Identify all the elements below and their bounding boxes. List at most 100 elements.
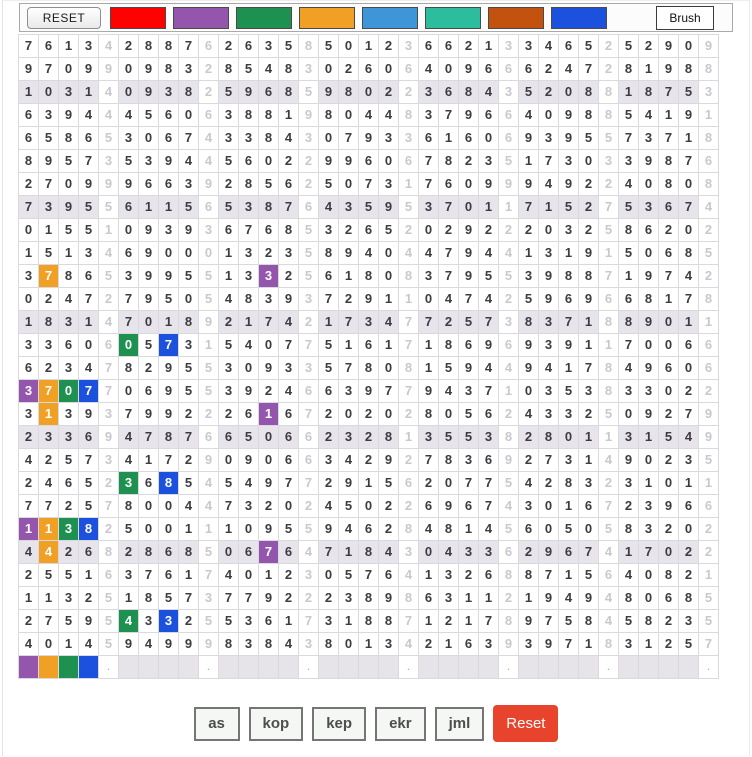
grid-cell[interactable]: 5 <box>178 264 199 288</box>
grid-cell[interactable]: 0 <box>238 517 259 541</box>
grid-cell[interactable]: 0 <box>538 218 559 242</box>
grid-cell[interactable]: 3 <box>418 80 439 104</box>
grid-cell[interactable]: 3 <box>558 218 579 242</box>
grid-cell[interactable]: 0 <box>518 379 539 403</box>
grid-cell[interactable]: 4 <box>558 586 579 610</box>
grid-cell[interactable]: 5 <box>498 471 519 495</box>
grid-cell[interactable]: 6 <box>258 218 279 242</box>
grid-cell[interactable]: 5 <box>218 609 239 633</box>
grid-cell[interactable]: 1 <box>478 195 499 219</box>
grid-cell[interactable]: 6 <box>78 264 99 288</box>
grid-cell[interactable]: 1 <box>398 172 419 196</box>
grid-cell[interactable]: 0 <box>38 80 59 104</box>
grid-cell[interactable]: 9 <box>158 379 179 403</box>
grid-cell[interactable]: 9 <box>358 379 379 403</box>
grid-cell[interactable]: 2 <box>698 218 719 242</box>
grid-cell[interactable]: 5 <box>678 632 699 656</box>
grid-cell[interactable]: 9 <box>638 310 659 334</box>
grid-cell[interactable]: 7 <box>358 563 379 587</box>
grid-cell[interactable]: 5 <box>518 80 539 104</box>
grid-cell[interactable]: 3 <box>338 425 359 449</box>
grid-cell[interactable]: 1 <box>578 310 599 334</box>
grid-cell[interactable]: 2 <box>658 402 679 426</box>
orange-swatch[interactable] <box>299 6 355 29</box>
grid-cell[interactable]: 0 <box>238 356 259 380</box>
separator-dot-cell[interactable]: . <box>98 655 119 679</box>
grid-cell[interactable]: 5 <box>318 172 339 196</box>
grid-cell[interactable]: 5 <box>618 195 639 219</box>
grid-cell[interactable]: 7 <box>418 310 439 334</box>
grid-cell[interactable]: 3 <box>618 471 639 495</box>
grid-cell[interactable]: 5 <box>298 517 319 541</box>
grid-cell[interactable]: 9 <box>498 448 519 472</box>
grid-cell[interactable]: 2 <box>678 540 699 564</box>
grid-cell[interactable]: 1 <box>258 402 279 426</box>
grid-cell[interactable]: 8 <box>438 517 459 541</box>
grid-cell[interactable]: 2 <box>118 34 139 58</box>
grid-cell[interactable]: 9 <box>518 333 539 357</box>
grid-cell[interactable]: 7 <box>118 310 139 334</box>
grid-cell[interactable]: 9 <box>458 356 479 380</box>
grid-cell[interactable]: 9 <box>38 149 59 173</box>
grid-cell[interactable]: 7 <box>398 379 419 403</box>
grid-cell[interactable]: 2 <box>358 425 379 449</box>
grid-cell[interactable]: 2 <box>278 563 299 587</box>
grid-cell[interactable]: 8 <box>498 425 519 449</box>
grid-cell[interactable]: 0 <box>58 57 79 81</box>
grid-cell[interactable]: 3 <box>358 310 379 334</box>
grid-cell[interactable]: 2 <box>398 80 419 104</box>
grid-cell[interactable]: 8 <box>78 517 99 541</box>
grid-cell[interactable]: 6 <box>138 172 159 196</box>
grid-cell[interactable]: 5 <box>258 172 279 196</box>
grid-cell[interactable]: 7 <box>258 540 279 564</box>
grid-cell[interactable]: 3 <box>238 195 259 219</box>
grid-cell[interactable]: 8 <box>158 471 179 495</box>
grid-cell[interactable]: 7 <box>698 632 719 656</box>
grid-cell[interactable]: 0 <box>678 218 699 242</box>
grid-cell[interactable]: 7 <box>318 540 339 564</box>
grid-cell[interactable]: 0 <box>638 563 659 587</box>
grid-cell[interactable]: 7 <box>438 264 459 288</box>
grid-cell[interactable]: 6 <box>498 103 519 127</box>
grid-cell[interactable]: 5 <box>318 333 339 357</box>
grid-cell[interactable]: 9 <box>458 241 479 265</box>
grid-cell[interactable]: 9 <box>698 34 719 58</box>
grid-cell[interactable]: 3 <box>538 333 559 357</box>
grid-cell[interactable]: 3 <box>698 80 719 104</box>
grid-cell[interactable]: 1 <box>18 586 39 610</box>
grid-cell[interactable]: 9 <box>98 425 119 449</box>
grid-cell[interactable]: 6 <box>158 540 179 564</box>
grid-cell[interactable]: 0 <box>218 540 239 564</box>
grid-cell[interactable]: 0 <box>638 241 659 265</box>
grid-cell[interactable]: 5 <box>98 264 119 288</box>
grid-cell[interactable]: 9 <box>358 287 379 311</box>
grid-cell[interactable]: 5 <box>698 241 719 265</box>
grid-cell[interactable]: 3 <box>58 425 79 449</box>
grid-cell[interactable]: 9 <box>378 195 399 219</box>
grid-cell[interactable]: 3 <box>618 149 639 173</box>
grid-cell[interactable]: 2 <box>478 218 499 242</box>
grid-cell[interactable]: 6 <box>158 126 179 150</box>
grid-cell[interactable]: 8 <box>158 34 179 58</box>
grid-cell[interactable]: 9 <box>478 172 499 196</box>
grid-cell[interactable]: 0 <box>258 448 279 472</box>
grid-cell[interactable]: 9 <box>158 264 179 288</box>
grid-cell[interactable]: 1 <box>398 287 419 311</box>
grid-cell[interactable]: 7 <box>98 356 119 380</box>
grid-cell[interactable]: 6 <box>118 195 139 219</box>
grid-cell[interactable]: 4 <box>598 540 619 564</box>
grid-cell[interactable]: 0 <box>238 563 259 587</box>
grid-cell[interactable]: 8 <box>658 172 679 196</box>
grid-cell[interactable]: 1 <box>198 517 219 541</box>
grid-cell[interactable]: 2 <box>78 586 99 610</box>
grid-cell[interactable]: 2 <box>538 57 559 81</box>
grid-cell[interactable]: 4 <box>498 241 519 265</box>
grid-cell[interactable]: 3 <box>38 425 59 449</box>
grid-cell[interactable]: 9 <box>58 103 79 127</box>
empty-cell[interactable] <box>578 655 599 679</box>
grid-cell[interactable]: 6 <box>318 264 339 288</box>
grid-cell[interactable]: 0 <box>258 333 279 357</box>
grid-cell[interactable]: 4 <box>698 195 719 219</box>
grid-cell[interactable]: 4 <box>338 517 359 541</box>
grid-cell[interactable]: 0 <box>538 517 559 541</box>
